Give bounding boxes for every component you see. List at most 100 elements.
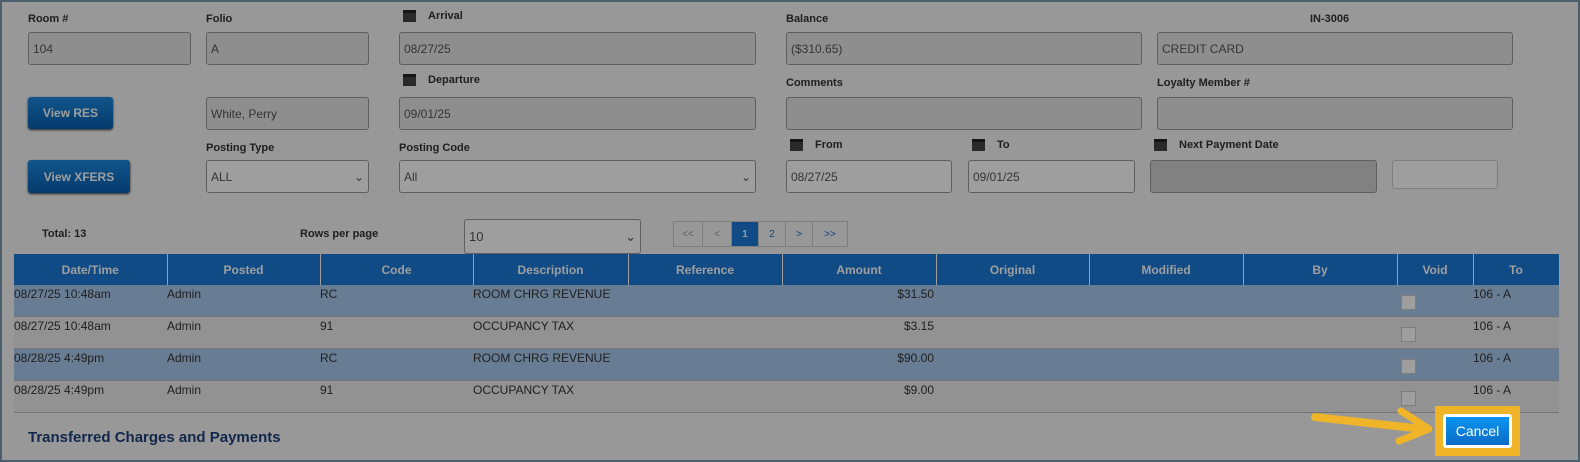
- section-title: Transferred Charges and Payments: [28, 429, 281, 446]
- cell-to: 106 - A: [1473, 348, 1559, 381]
- posting-type-select[interactable]: ALL ⌄: [206, 160, 369, 193]
- cell-by: [1243, 316, 1397, 349]
- column-header[interactable]: Posted: [167, 254, 321, 285]
- loyalty-label: Loyalty Member #: [1157, 77, 1250, 89]
- balance-field[interactable]: ($310.65): [786, 32, 1142, 65]
- column-header[interactable]: By: [1243, 254, 1398, 285]
- cell-datetime: 08/27/25 10:48am: [14, 316, 167, 349]
- rows-per-page-value: 10: [469, 229, 484, 244]
- rows-per-page-select[interactable]: 10 ⌄: [464, 219, 641, 254]
- cell-modified: [1089, 316, 1243, 349]
- table-row[interactable]: 08/28/25 4:49pm Admin 91 OCCUPANCY TAX $9.00…: [14, 380, 1559, 413]
- cell-amount: $9.00: [782, 380, 936, 413]
- cell-modified: [1089, 380, 1243, 413]
- calendar-icon[interactable]: [790, 139, 803, 152]
- column-header[interactable]: Reference: [628, 254, 783, 285]
- room-label: Room #: [28, 13, 69, 25]
- cell-datetime: 08/28/25 4:49pm: [14, 348, 167, 381]
- cell-reference: [628, 285, 782, 317]
- next-page-button[interactable]: >: [786, 222, 813, 246]
- to-date-field[interactable]: 09/01/25: [968, 160, 1135, 193]
- chevron-down-icon: ⌄: [740, 169, 751, 184]
- last-page-button[interactable]: >>: [824, 228, 836, 240]
- cell-original: [936, 348, 1089, 381]
- prev-page-button[interactable]: <: [703, 222, 732, 246]
- cell-code: RC: [320, 348, 473, 381]
- column-header[interactable]: Void: [1397, 254, 1474, 285]
- cell-code: 91: [320, 380, 473, 413]
- loyalty-field[interactable]: [1157, 97, 1513, 130]
- blank-field[interactable]: [1392, 160, 1498, 189]
- cell-code: 91: [320, 316, 473, 349]
- cell-to: 106 - A: [1473, 285, 1559, 317]
- cell-original: [936, 285, 1089, 317]
- cell-posted: Admin: [167, 285, 320, 317]
- room-field[interactable]: 104: [28, 32, 191, 65]
- page-1-button[interactable]: 1: [732, 222, 759, 246]
- cell-datetime: 08/27/25 10:48am: [14, 285, 167, 317]
- void-checkbox[interactable]: [1401, 391, 1416, 406]
- cell-code: RC: [320, 285, 473, 317]
- cell-void: [1397, 285, 1473, 317]
- cell-to: 106 - A: [1473, 316, 1559, 349]
- to-label: To: [997, 139, 1010, 151]
- folio-label: Folio: [206, 13, 233, 25]
- chevron-down-icon: ⌄: [625, 228, 636, 244]
- column-header[interactable]: Code: [320, 254, 474, 285]
- balance-label: Balance: [786, 13, 829, 25]
- chevron-down-icon: ⌄: [353, 169, 364, 184]
- table-row[interactable]: 08/27/25 10:48am Admin RC ROOM CHRG REVENUE…: [14, 285, 1559, 317]
- column-header[interactable]: Amount: [782, 254, 937, 285]
- page-2-button[interactable]: 2: [759, 222, 786, 246]
- from-date-field[interactable]: 08/27/25: [786, 160, 952, 193]
- calendar-icon[interactable]: [403, 10, 416, 23]
- comments-label: Comments: [786, 77, 843, 89]
- calendar-icon[interactable]: [403, 74, 416, 87]
- cell-amount: $90.00: [782, 348, 936, 381]
- posting-code-select[interactable]: All ⌄: [399, 160, 756, 193]
- cell-description: OCCUPANCY TAX: [473, 380, 628, 413]
- void-checkbox[interactable]: [1401, 295, 1416, 310]
- comments-field[interactable]: [786, 97, 1142, 130]
- view-xfers-button[interactable]: View XFERS: [28, 160, 130, 193]
- calendar-icon[interactable]: [1154, 139, 1167, 152]
- pagination: << < 1 2 > >>: [673, 221, 848, 247]
- next-payment-label: Next Payment Date: [1179, 139, 1279, 151]
- column-header[interactable]: Original: [936, 254, 1090, 285]
- guest-name-field[interactable]: White, Perry: [206, 97, 369, 130]
- first-page-button[interactable]: <<: [674, 222, 703, 246]
- cell-description: ROOM CHRG REVENUE: [473, 348, 628, 381]
- folio-field[interactable]: A: [206, 32, 369, 65]
- cell-void: [1397, 316, 1473, 349]
- cell-reference: [628, 380, 782, 413]
- posting-code-label: Posting Code: [399, 142, 470, 154]
- posting-type-label: Posting Type: [206, 142, 275, 154]
- cell-amount: $3.15: [782, 316, 936, 349]
- cell-datetime: 08/28/25 4:49pm: [14, 380, 167, 413]
- column-header[interactable]: Modified: [1089, 254, 1244, 285]
- payment-method-field[interactable]: CREDIT CARD: [1157, 32, 1513, 65]
- arrival-label: Arrival: [428, 10, 463, 22]
- cell-to: 106 - A: [1473, 380, 1559, 413]
- view-res-button[interactable]: View RES: [28, 97, 113, 129]
- void-checkbox[interactable]: [1401, 359, 1416, 374]
- cell-void: [1397, 348, 1473, 381]
- cell-posted: Admin: [167, 380, 320, 413]
- table-row[interactable]: 08/28/25 4:49pm Admin RC ROOM CHRG REVENUE $…: [14, 348, 1559, 381]
- invoice-label: IN-3006: [1310, 13, 1350, 25]
- next-payment-field[interactable]: [1150, 160, 1377, 193]
- column-header[interactable]: Description: [473, 254, 629, 285]
- arrival-field[interactable]: 08/27/25: [399, 32, 756, 65]
- table-row[interactable]: 08/27/25 10:48am Admin 91 OCCUPANCY TAX $3.1…: [14, 316, 1559, 349]
- departure-field[interactable]: 09/01/25: [399, 97, 756, 130]
- cancel-button[interactable]: Cancel: [1443, 414, 1512, 448]
- departure-label: Departure: [428, 74, 480, 86]
- rows-per-page-label: Rows per page: [300, 228, 379, 240]
- column-header[interactable]: To: [1473, 254, 1560, 285]
- void-checkbox[interactable]: [1401, 327, 1416, 342]
- calendar-icon[interactable]: [972, 139, 985, 152]
- cell-posted: Admin: [167, 316, 320, 349]
- cell-posted: Admin: [167, 348, 320, 381]
- column-header[interactable]: Date/Time: [14, 254, 168, 285]
